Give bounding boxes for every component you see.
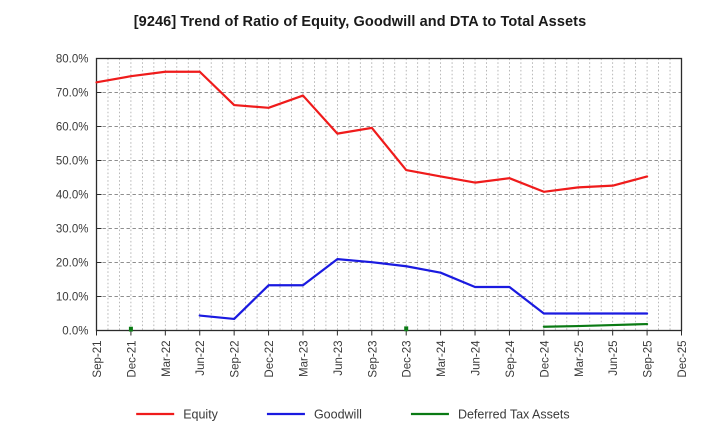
y-axis-tick-label: 80.0% bbox=[56, 54, 89, 66]
y-axis-tick-label: 30.0% bbox=[56, 224, 89, 236]
x-axis-tick-label: Dec-24 bbox=[539, 340, 551, 378]
y-axis-tick-label: 10.0% bbox=[56, 292, 89, 304]
x-axis-tick-label: Sep-22 bbox=[230, 341, 242, 378]
x-axis-tick-label: Dec-23 bbox=[402, 341, 414, 378]
x-axis-tick-label: Sep-24 bbox=[505, 340, 517, 378]
y-axis-tick-label: 20.0% bbox=[56, 258, 89, 270]
data-series bbox=[95, 70, 649, 332]
series-point-deferred-tax-assets bbox=[404, 326, 409, 332]
series-line-goodwill bbox=[198, 258, 649, 321]
series-line-equity bbox=[95, 70, 649, 193]
y-axis-tick-label: 60.0% bbox=[56, 122, 89, 134]
x-axis-tick-label: Dec-22 bbox=[264, 341, 276, 378]
x-axis-tick-label: Sep-25 bbox=[643, 341, 655, 378]
x-axis-tick-label: Mar-23 bbox=[298, 341, 310, 377]
x-axis-tick-label: Dec-21 bbox=[126, 341, 138, 378]
x-axis-tick-label: Jun-24 bbox=[471, 340, 483, 376]
plot-frame bbox=[95, 57, 683, 332]
y-axis-tick-label: 0.0% bbox=[62, 326, 88, 338]
y-axis-ticks: 0.0% 10.0% 20.0% 30.0% 40.0% 50.0% 60.0% 70.0% 8… bbox=[56, 54, 102, 338]
x-axis-tick-label: Jun-25 bbox=[608, 341, 620, 376]
y-axis-tick-label: 70.0% bbox=[56, 88, 89, 100]
y-axis-tick-label: 50.0% bbox=[56, 156, 89, 168]
series-point-deferred-tax-assets bbox=[128, 326, 133, 332]
x-axis-tick-label: Jun-23 bbox=[333, 341, 345, 376]
legend-label-equity[interactable]: Equity bbox=[183, 408, 218, 422]
major-gridlines bbox=[96, 58, 682, 297]
x-axis-tick-label: Sep-23 bbox=[367, 341, 379, 378]
x-axis-ticks: Sep-21 Dec-21 Mar-22 Jun-22 Sep-22 Dec-22 Mar-… bbox=[92, 330, 689, 378]
legend-label-deferred-tax-assets[interactable]: Deferred Tax Assets bbox=[458, 408, 570, 422]
series-line-deferred-tax-assets bbox=[542, 322, 649, 328]
x-axis-tick-label: Mar-25 bbox=[574, 341, 586, 377]
chart-legend[interactable]: Equity Goodwill Deferred Tax Assets bbox=[136, 408, 570, 422]
y-axis-tick-label: 40.0% bbox=[56, 190, 89, 202]
x-axis-tick-label: Dec-25 bbox=[677, 341, 689, 378]
x-axis-tick-label: Mar-22 bbox=[161, 341, 173, 377]
x-axis-tick-label: Jun-22 bbox=[195, 341, 207, 376]
x-axis-tick-label: Sep-21 bbox=[92, 341, 104, 378]
x-axis-tick-label: Mar-24 bbox=[436, 340, 448, 377]
chart-title: [9246] Trend of Ratio of Equity, Goodwil… bbox=[133, 14, 587, 30]
legend-label-goodwill[interactable]: Goodwill bbox=[314, 408, 362, 422]
